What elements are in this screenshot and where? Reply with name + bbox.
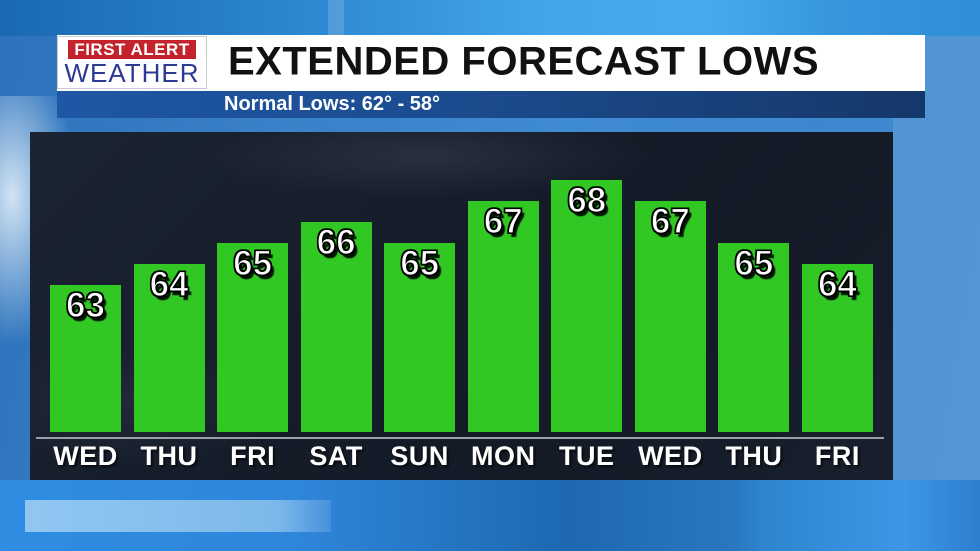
axis-line	[36, 437, 884, 439]
day-label-2: FRI	[230, 441, 276, 471]
normal-lows-text: Normal Lows: 62° - 58°	[224, 93, 441, 115]
bar-value-label: 64	[149, 265, 189, 304]
normal-lows-banner: Normal Lows: 62° - 58°	[57, 91, 925, 118]
first-alert-weather-logo: FIRST ALERT WEATHER	[57, 36, 207, 89]
forecast-bar-wed-0: 63	[50, 285, 121, 432]
bar-value-label: 66	[316, 223, 356, 262]
bar-value-label: 65	[400, 244, 440, 283]
forecast-bar-fri-2: 65	[217, 243, 289, 432]
day-label-9: FRI	[814, 441, 860, 471]
header-bar: FIRST ALERT WEATHER EXTENDED FORECAST LO…	[57, 35, 925, 91]
day-label-6: TUE	[559, 441, 615, 471]
day-label-0: WED	[53, 441, 118, 471]
forecast-chart-panel: 63 64 65 66 65 67 68 67 65 64 WED THU FRI SAT SUN MON T…	[30, 132, 893, 480]
bar-value-label: 65	[734, 244, 774, 283]
day-label-5: MON	[470, 441, 536, 471]
forecast-bar-fri-9: 64	[801, 264, 873, 432]
page-title: EXTENDED FORECAST LOWS	[228, 39, 820, 84]
bar-value-label: 67	[483, 202, 523, 241]
day-label-3: SAT	[309, 441, 363, 471]
logo-first-alert-badge: FIRST ALERT	[67, 38, 197, 60]
forecast-bar-sat-3: 66	[300, 222, 372, 432]
forecast-bar-thu-8: 65	[718, 243, 790, 432]
bar-value-label: 63	[65, 286, 105, 325]
bars-row: 63 64 65 66 65 67 68 67 65 64	[30, 142, 893, 432]
day-label-8: THU	[725, 441, 783, 471]
day-labels-row: WED THU FRI SAT SUN MON TUE WED THU FRI	[30, 441, 893, 472]
day-label-7: WED	[638, 441, 703, 471]
logo-first-alert-text: FIRST ALERT	[74, 39, 190, 59]
forecast-bar-sun-4: 65	[384, 243, 456, 432]
bar-value-label: 65	[232, 244, 273, 283]
forecast-bar-tue-6: 68	[551, 180, 623, 432]
sky-light-streak	[25, 500, 331, 532]
bar-value-label: 68	[567, 181, 607, 220]
bar-value-label: 67	[650, 202, 690, 241]
logo-weather-text: WEATHER	[64, 57, 200, 88]
sky-light-stripe	[328, 0, 344, 36]
forecast-bar-thu-1: 64	[133, 264, 205, 432]
forecast-bar-wed-7: 67	[634, 201, 706, 432]
day-label-1: THU	[140, 441, 198, 471]
bar-value-label: 64	[817, 265, 857, 304]
sky-top-band	[0, 0, 980, 36]
forecast-bar-mon-5: 67	[467, 201, 539, 432]
day-label-4: SUN	[390, 441, 449, 471]
